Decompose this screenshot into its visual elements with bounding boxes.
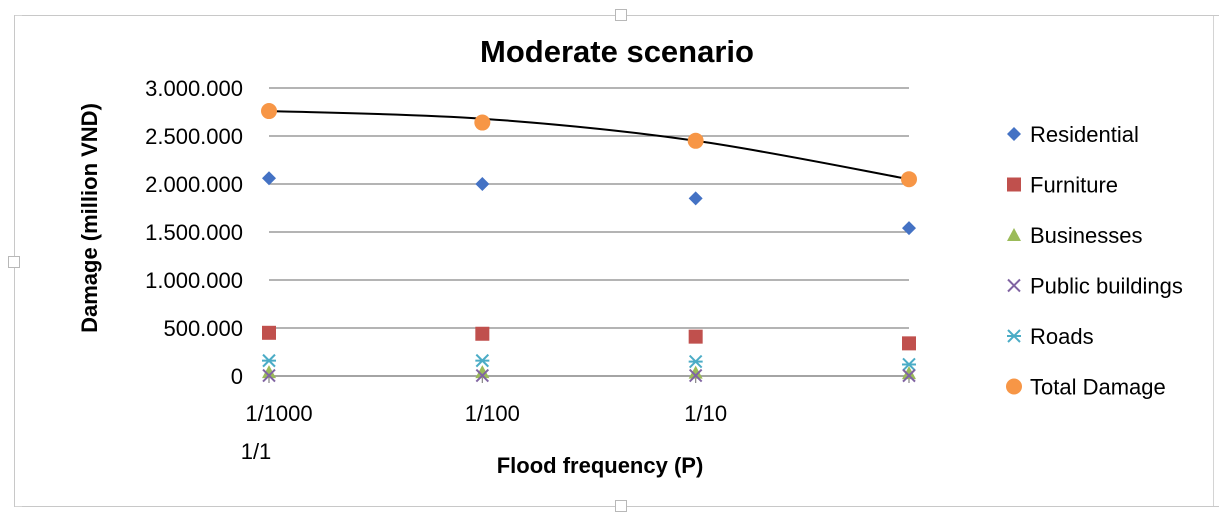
point-businesses <box>475 365 490 379</box>
legend-item-furniture[interactable]: Furniture <box>1007 173 1118 198</box>
legend-marker-roads <box>1007 329 1021 343</box>
marker-stroke <box>475 368 490 383</box>
x-tick-extra-label: 1/1 <box>241 439 272 464</box>
point-residential <box>262 171 276 186</box>
point-roads <box>688 354 703 369</box>
legend-marker-businesses <box>1007 228 1021 241</box>
point-furniture <box>688 329 703 344</box>
point-furniture <box>262 325 276 340</box>
marker-stroke <box>262 368 276 383</box>
legend-label: Total Damage <box>1030 375 1166 400</box>
y-tick-label: 2.000.000 <box>145 172 243 197</box>
trendline <box>268 110 910 181</box>
legend-item-businesses[interactable]: Businesses <box>1007 223 1143 248</box>
marker-stroke <box>688 368 703 383</box>
point-roads <box>902 357 916 372</box>
x-tick-label: 1/100 <box>465 401 520 426</box>
data-points <box>261 103 917 383</box>
legend-label: Residential <box>1030 122 1139 147</box>
gridlines <box>269 87 909 377</box>
resize-handle-left[interactable] <box>8 256 20 268</box>
legend-item-roads[interactable]: Roads <box>1007 324 1094 349</box>
legend-label: Roads <box>1030 324 1094 349</box>
point-total-damage <box>261 103 277 120</box>
x-tick-label: 1/1000 <box>245 401 312 426</box>
marker-stroke <box>1007 278 1021 293</box>
point-furniture <box>475 326 490 341</box>
chart-title: Moderate scenario <box>480 34 754 69</box>
legend-marker-residential <box>1007 127 1021 141</box>
marker-stroke <box>902 368 916 383</box>
y-tick-label: 3.000.000 <box>145 76 243 101</box>
point-public-buildings <box>902 368 916 383</box>
resize-handle-top[interactable] <box>615 9 627 21</box>
point-roads <box>262 353 276 368</box>
legend-item-total-damage[interactable]: Total Damage <box>1006 375 1166 400</box>
y-axis-title: Damage (million VND) <box>77 103 102 333</box>
y-tick-label: 0 <box>231 364 243 389</box>
y-axis-ticks: 0 500.000 1.000.000 1.500.000 2.000.000 2.500… <box>145 76 243 389</box>
x-axis-title: Flood frequency (P) <box>497 453 704 478</box>
x-tick-label: 1/10 <box>684 401 727 426</box>
point-public-buildings <box>688 368 703 383</box>
resize-handle-bottom[interactable] <box>615 500 627 512</box>
point-residential <box>902 221 916 236</box>
y-tick-label: 2.500.000 <box>145 124 243 149</box>
legend-marker-furniture <box>1007 177 1021 192</box>
point-total-damage <box>901 171 917 188</box>
point-residential <box>688 191 703 206</box>
y-tick-label: 1.000.000 <box>145 268 243 293</box>
trendline-layer <box>268 110 910 181</box>
legend-marker-public-buildings <box>1007 278 1021 293</box>
point-roads <box>475 353 490 368</box>
point-businesses <box>688 365 703 379</box>
y-tick-label: 1.500.000 <box>145 220 243 245</box>
point-furniture <box>902 336 916 351</box>
point-public-buildings <box>475 368 490 383</box>
legend-item-public-buildings[interactable]: Public buildings <box>1007 274 1183 299</box>
legend-label: Public buildings <box>1030 274 1183 299</box>
point-public-buildings <box>262 368 276 383</box>
legend-label: Furniture <box>1030 173 1118 198</box>
point-residential <box>475 177 490 191</box>
y-tick-label: 500.000 <box>163 316 243 341</box>
legend-item-residential[interactable]: Residential <box>1007 122 1139 147</box>
legend-label: Businesses <box>1030 223 1143 248</box>
x-axis-ticks: 1/1000 1/100 1/10 <box>245 376 910 426</box>
point-businesses <box>262 365 276 379</box>
point-total-damage <box>687 132 704 149</box>
point-total-damage <box>474 114 491 131</box>
legend-marker-total-damage <box>1006 378 1022 395</box>
legend[interactable]: Residential Furniture Businesses Public bui… <box>1006 122 1183 400</box>
point-businesses <box>902 366 916 380</box>
